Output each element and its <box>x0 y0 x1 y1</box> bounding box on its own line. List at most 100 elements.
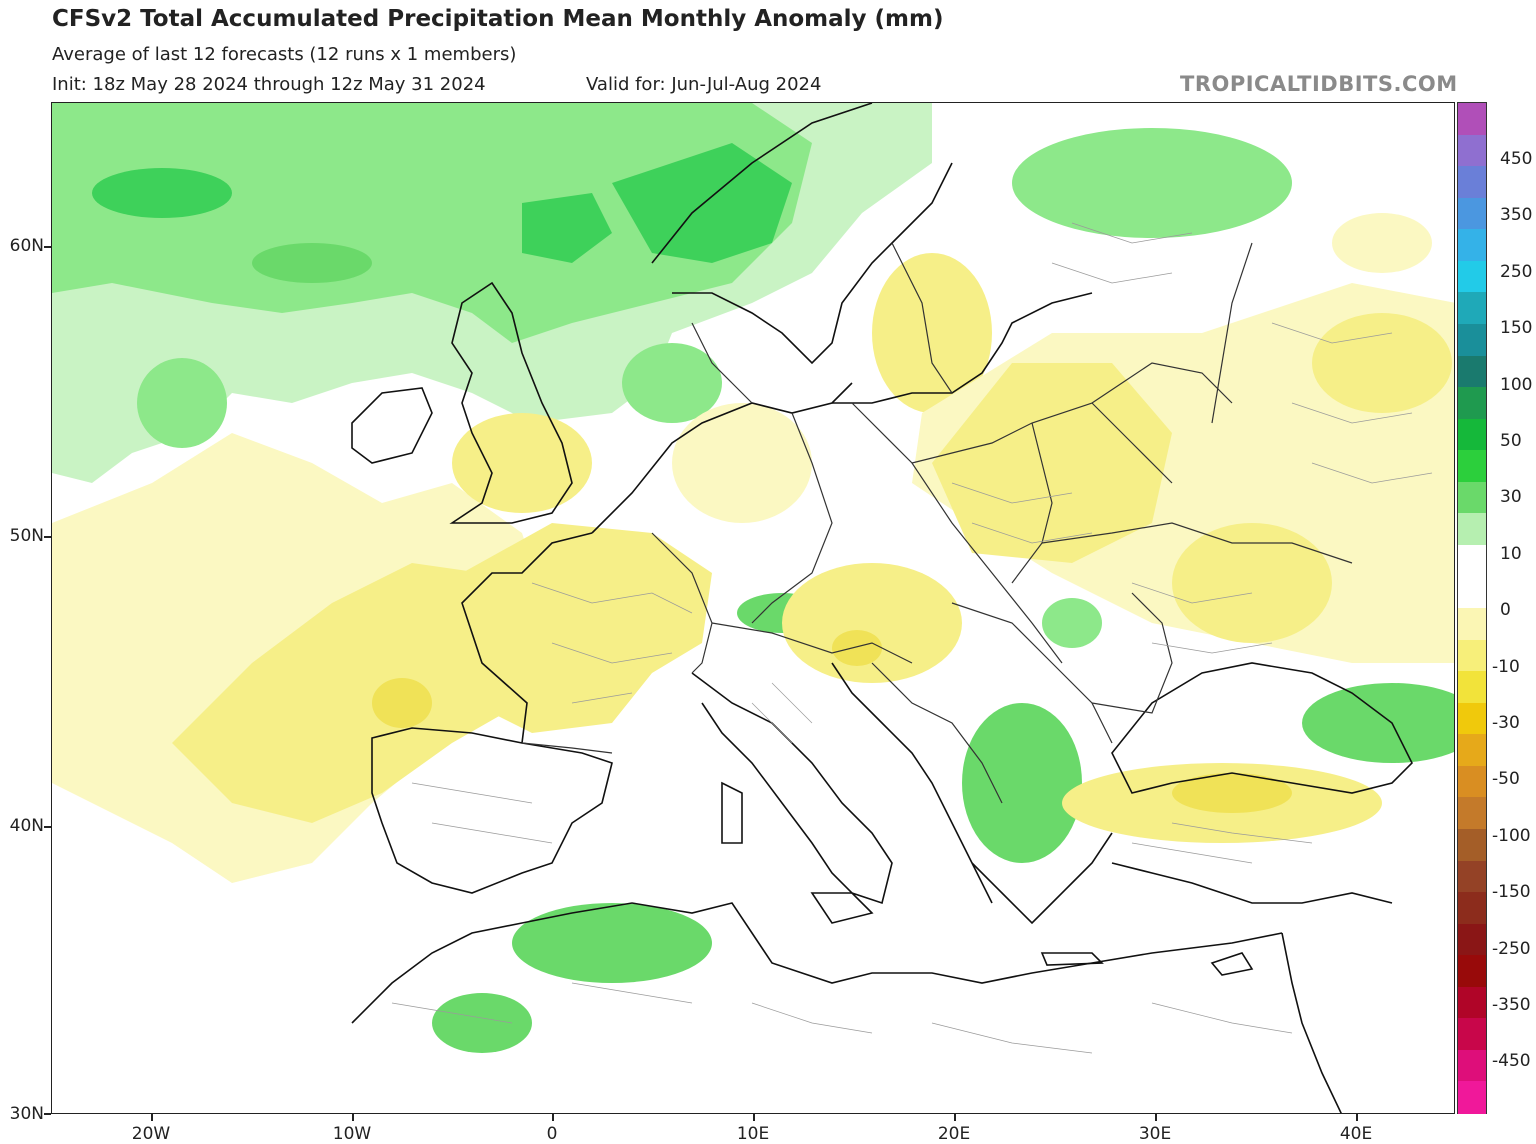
wet-region-north-sea <box>622 343 722 423</box>
colorbar-cell <box>1458 450 1486 483</box>
colorbar-cell <box>1458 355 1486 388</box>
coast-ireland <box>351 387 433 464</box>
colorbar-cell <box>1458 1049 1486 1083</box>
lon-tick <box>352 1114 354 1121</box>
colorbar-cell <box>1458 513 1486 546</box>
colorbar-label: -10 <box>1492 656 1520 677</box>
colorbar-cell <box>1458 481 1486 514</box>
dry-region-poland-belarus <box>932 363 1172 563</box>
colorbar-cell <box>1458 608 1486 641</box>
admin-divisions <box>391 222 1433 1054</box>
colorbar-label: 100 <box>1500 374 1533 395</box>
colorbar-cell <box>1458 387 1486 420</box>
brand-watermark: TROPICALTIDBITS.COM <box>1180 72 1458 96</box>
coast-crete <box>1040 952 1104 966</box>
wet-region-sea <box>92 168 232 218</box>
border-11 <box>871 662 1003 804</box>
coast-baltic <box>832 292 1093 404</box>
wet-region-balkans <box>962 703 1082 863</box>
admin-grid-3 <box>1051 222 1433 484</box>
colorbar-label: -30 <box>1492 713 1520 733</box>
lon-label-20e: 20E <box>937 1124 971 1144</box>
border-14 <box>891 242 953 394</box>
dry-region-turkey-core <box>1172 773 1292 813</box>
colorbar-cell <box>1458 576 1486 609</box>
lon-label-40e: 40E <box>1339 1124 1373 1144</box>
coast-north-africa <box>351 902 1283 1024</box>
colorbar-label: -250 <box>1492 938 1531 959</box>
lon-tick <box>151 1114 153 1121</box>
dry-region-ukraine <box>1172 523 1332 643</box>
colorbar-label: 0 <box>1500 600 1511 621</box>
colorbar-label: 150 <box>1500 318 1533 339</box>
colorbar-cell <box>1458 797 1486 830</box>
lon-tick <box>1356 1114 1358 1121</box>
dry-region-germany <box>672 403 812 523</box>
lat-label-40n: 40N <box>9 816 44 836</box>
coast-greece <box>971 832 1113 925</box>
admin-grid-2 <box>951 482 1313 864</box>
dry-region-central-europe <box>782 563 962 683</box>
colorbar-cell <box>1458 544 1486 578</box>
colorbar-cell <box>1458 1081 1486 1114</box>
lat-tick <box>44 1113 51 1115</box>
colorbar-cell <box>1458 892 1486 925</box>
wet-region-carpathian <box>1042 598 1102 648</box>
wet-region-morocco <box>432 993 532 1053</box>
border-10 <box>951 602 1113 744</box>
lat-tick <box>44 246 51 248</box>
border-5 <box>851 402 1063 664</box>
colorbar-label: -150 <box>1492 882 1531 903</box>
lon-tick <box>1155 1114 1157 1121</box>
lon-label-20w: 20W <box>131 1124 171 1144</box>
colorbar-label: -100 <box>1492 825 1531 846</box>
colorbar-cell <box>1458 103 1486 136</box>
colorbar-label: -450 <box>1492 1051 1531 1072</box>
coast-corsica-sardinia <box>721 781 743 844</box>
border-6 <box>911 402 1173 484</box>
coast-iberia <box>371 727 613 894</box>
colorbar <box>1457 102 1487 1114</box>
coast-black-sea <box>1111 662 1413 794</box>
coast-adriatic <box>831 662 993 904</box>
colorbar-cell <box>1458 639 1486 672</box>
colorbar-cell <box>1458 166 1486 199</box>
border-13 <box>1211 242 1253 424</box>
colorbar-cell <box>1458 1018 1486 1051</box>
dry-region-uk <box>452 413 592 513</box>
admin-grid-1 <box>411 582 813 844</box>
wet-region-algeria <box>512 903 712 983</box>
colorbar-cell <box>1458 860 1486 893</box>
border-12 <box>1091 592 1173 714</box>
lon-tick <box>954 1114 956 1121</box>
colorbar-label: 250 <box>1500 261 1533 282</box>
wet-region-atlantic <box>52 103 812 343</box>
country-borders <box>521 242 1353 804</box>
dry-region-baltic <box>872 253 992 413</box>
valid-period: Valid for: Jun-Jul-Aug 2024 <box>586 74 822 95</box>
dry-anomaly-fields <box>52 213 1454 883</box>
coast-levant <box>1281 932 1342 1113</box>
colorbar-cell <box>1458 671 1486 704</box>
lat-tick <box>44 826 51 828</box>
dry-region-france <box>462 523 712 733</box>
colorbar-cell <box>1458 923 1486 956</box>
lat-label-50n: 50N <box>9 526 44 546</box>
lon-tick <box>552 1114 554 1121</box>
map-canvas <box>52 103 1454 1113</box>
wet-region-atlantic-core <box>522 193 612 263</box>
border-1 <box>521 742 613 754</box>
colorbar-cell <box>1458 197 1486 230</box>
colorbar-cell <box>1458 134 1486 167</box>
lon-label-10e: 10E <box>736 1124 770 1144</box>
lon-label-30e: 30E <box>1138 1124 1172 1144</box>
anomaly-map <box>51 102 1455 1114</box>
lat-label-30n: 30N <box>9 1104 44 1124</box>
coast-sicily <box>810 892 874 924</box>
admin-grid-4 <box>391 982 1293 1054</box>
wet-anomaly-fields <box>52 103 1454 1053</box>
dry-region-russia <box>1312 313 1452 413</box>
lon-label-10w: 10W <box>332 1124 372 1144</box>
border-3 <box>711 622 913 664</box>
wet-region-finland <box>1012 128 1292 238</box>
